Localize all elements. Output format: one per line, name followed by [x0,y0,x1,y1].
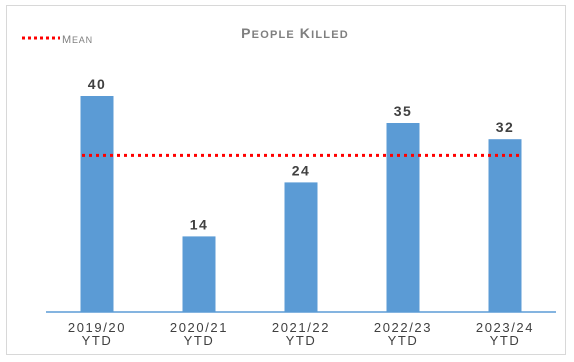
x-tick-label-2: 2021/22 YTD [272,320,330,348]
bars-group [80,96,522,312]
value-label-4: 32 [496,119,515,135]
x-tick-label-0: 2019/20 YTD [68,320,126,348]
bar-1 [182,236,216,312]
bar-0 [80,96,114,312]
value-label-2: 24 [292,162,311,178]
legend: MEAN [22,34,93,46]
value-labels-group: 40 14 24 35 32 [88,76,515,232]
x-tick-labels-group: 2019/20 YTD 2020/21 YTD 2021/22 YTD 2022/23 YTD… [68,320,534,348]
bar-3 [386,123,420,312]
chart-title: PEOPLE KILLED [241,25,349,41]
legend-mean-label: MEAN [62,34,93,46]
value-label-3: 35 [394,103,413,119]
value-label-1: 14 [190,216,209,232]
bar-4 [488,139,522,312]
x-tick-label-3: 2022/23 YTD [374,320,432,348]
bar-2 [284,182,318,312]
x-tick-label-1: 2020/21 YTD [170,320,228,348]
value-label-0: 40 [88,76,107,92]
x-tick-label-4: 2023/24 YTD [476,320,534,348]
